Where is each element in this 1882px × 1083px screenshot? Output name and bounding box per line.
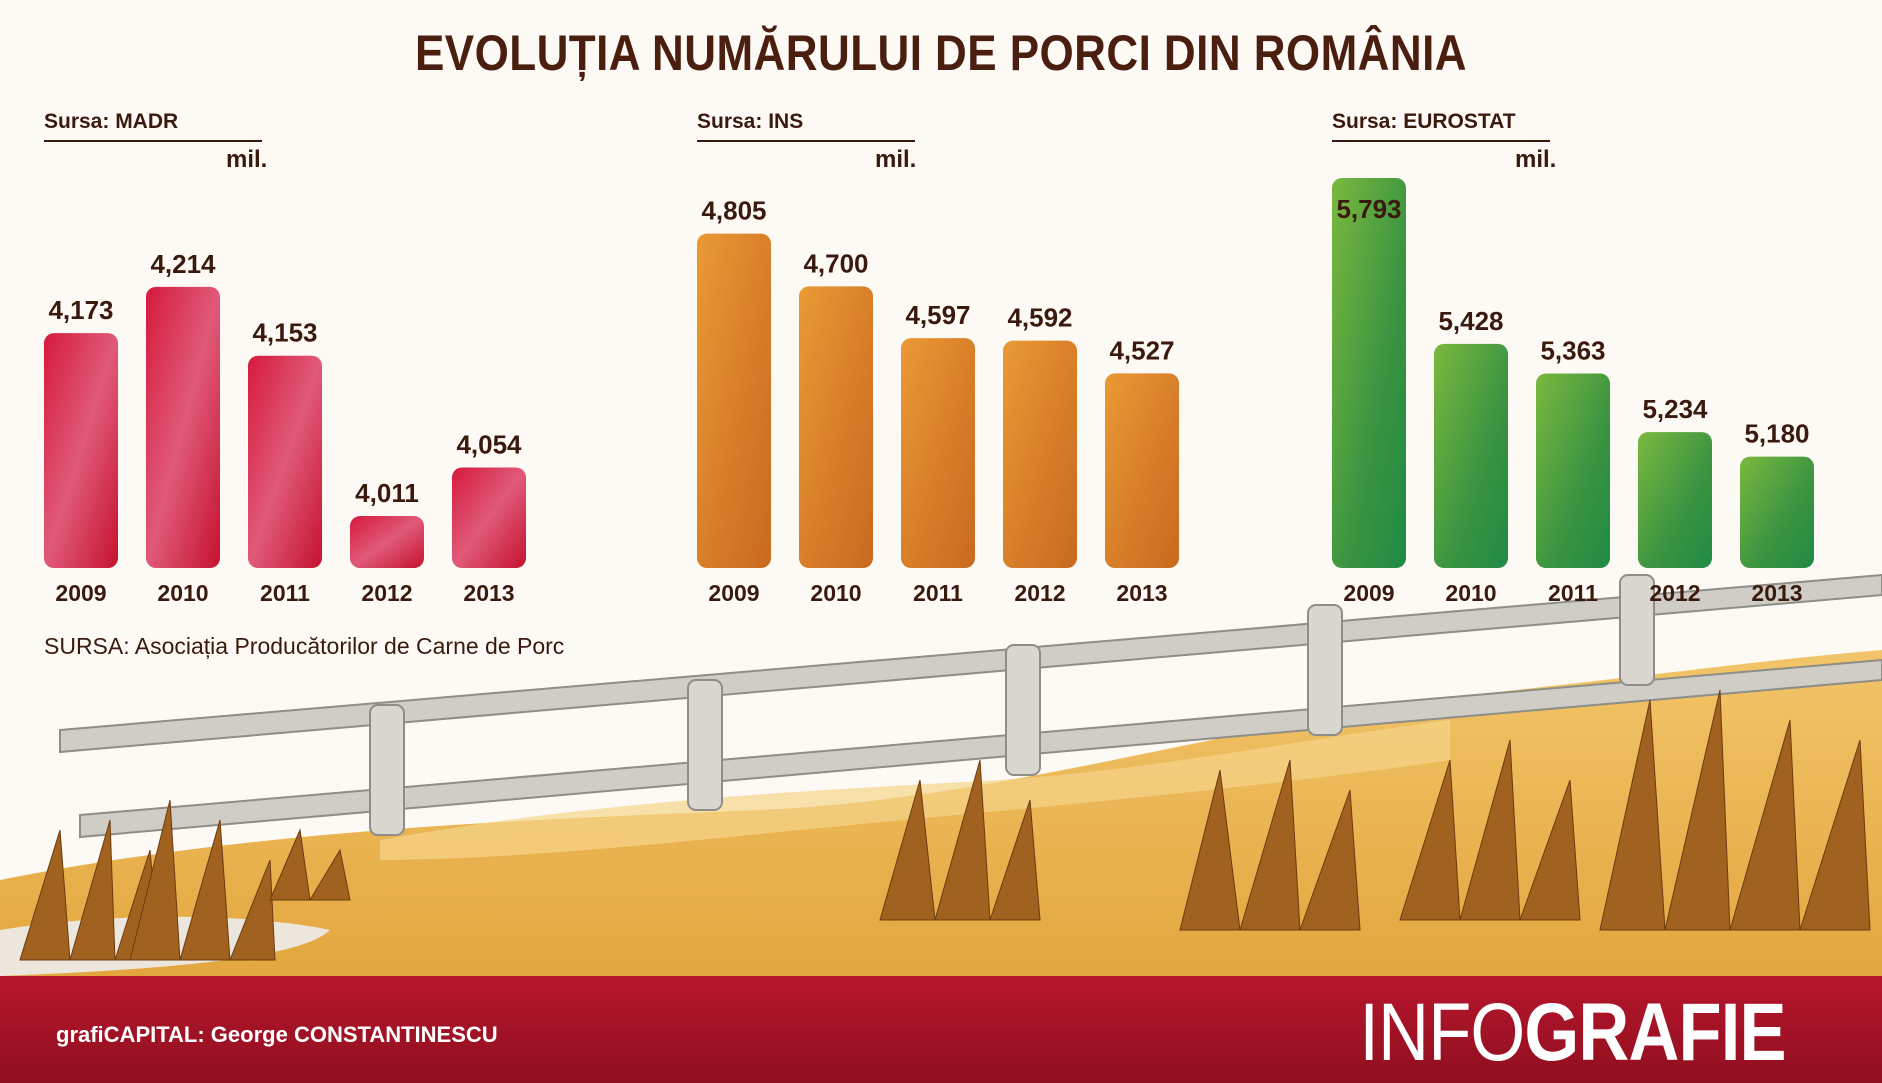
- year-label-madr-2013: 2013: [463, 580, 514, 606]
- bar-ins-2011: [901, 338, 975, 568]
- grass-tufts: [19, 689, 1871, 961]
- value-label-eurostat-2011: 5,363: [1540, 335, 1605, 365]
- value-label-eurostat-2013: 5,180: [1744, 419, 1809, 449]
- year-label-madr-2012: 2012: [361, 580, 412, 606]
- year-label-ins-2010: 2010: [810, 580, 861, 606]
- value-label-ins-2012: 4,592: [1007, 303, 1072, 333]
- source-label-madr: Sursa: MADR: [44, 110, 262, 142]
- year-label-madr-2010: 2010: [157, 580, 208, 606]
- footer-credit: grafiCAPITAL: George CONSTANTINESCU: [56, 1022, 498, 1047]
- value-label-madr-2009: 4,173: [48, 295, 113, 325]
- year-label-madr-2009: 2009: [55, 580, 106, 606]
- value-label-ins-2010: 4,700: [803, 248, 868, 278]
- year-label-ins-2009: 2009: [708, 580, 759, 606]
- value-label-madr-2010: 4,214: [150, 249, 216, 279]
- value-label-madr-2013: 4,054: [456, 430, 522, 460]
- value-label-ins-2013: 4,527: [1109, 335, 1174, 365]
- bar-eurostat-2011: [1536, 373, 1610, 568]
- year-label-ins-2012: 2012: [1014, 580, 1065, 606]
- logo-light-text: INFO: [1359, 987, 1526, 1078]
- source-label-ins: Sursa: INS: [697, 110, 915, 142]
- year-label-ins-2011: 2011: [913, 580, 963, 606]
- bar-eurostat-2009: [1332, 178, 1406, 568]
- value-label-eurostat-2010: 5,428: [1438, 306, 1503, 336]
- page-title: EVOLUȚIA NUMĂRULUI DE PORCI DIN ROMÂNIA: [415, 25, 1467, 81]
- bar-madr-2009: [44, 333, 118, 568]
- bar-eurostat-2010: [1434, 343, 1508, 568]
- bar-eurostat-2012: [1638, 432, 1712, 568]
- unit-label-ins: mil.: [875, 146, 917, 173]
- year-label-eurostat-2010: 2010: [1445, 580, 1496, 606]
- year-label-eurostat-2011: 2011: [1548, 580, 1598, 606]
- value-label-ins-2011: 4,597: [905, 300, 970, 330]
- year-label-madr-2011: 2011: [260, 580, 310, 606]
- bar-ins-2009: [697, 233, 771, 568]
- charts-layer: 4,173 2009 4,214 2010 4,153 2011 4,011 2012 4,05…: [44, 178, 1814, 606]
- footer-bar: [0, 976, 1882, 1083]
- unit-label-madr: mil.: [226, 146, 268, 173]
- bar-ins-2013: [1105, 373, 1179, 568]
- bar-madr-2011: [248, 355, 322, 568]
- year-label-eurostat-2009: 2009: [1343, 580, 1394, 606]
- bar-madr-2013: [452, 467, 526, 568]
- value-label-madr-2012: 4,011: [355, 478, 419, 508]
- value-label-eurostat-2012: 5,234: [1642, 394, 1708, 424]
- bar-madr-2012: [350, 516, 424, 568]
- value-label-madr-2011: 4,153: [252, 318, 317, 348]
- bar-madr-2010: [146, 286, 220, 568]
- logo-bold-text: GRAFIE: [1524, 987, 1787, 1078]
- bar-ins-2012: [1003, 340, 1077, 568]
- year-label-eurostat-2012: 2012: [1649, 580, 1700, 606]
- year-label-eurostat-2013: 2013: [1751, 580, 1802, 606]
- source-note: SURSA: Asociația Producătorilor de Carne…: [44, 633, 565, 659]
- infografie-logo: INFOGRAFIE: [1359, 986, 1787, 1080]
- year-label-ins-2013: 2013: [1116, 580, 1167, 606]
- value-label-ins-2009: 4,805: [701, 196, 766, 226]
- fence: [59, 560, 1882, 839]
- source-label-eurostat: Sursa: EUROSTAT: [1332, 110, 1550, 142]
- bar-ins-2010: [799, 286, 873, 568]
- unit-label-eurostat: mil.: [1515, 146, 1557, 173]
- value-label-eurostat-2009: 5,793: [1336, 194, 1401, 224]
- bar-eurostat-2013: [1740, 456, 1814, 568]
